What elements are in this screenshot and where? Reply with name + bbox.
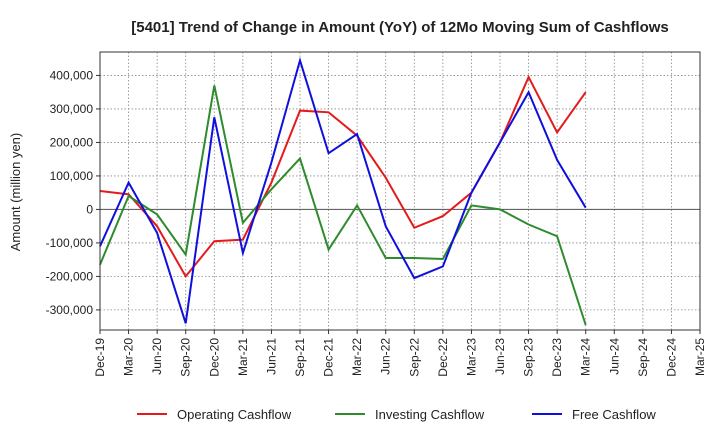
x-tick-label: Mar-20 — [122, 338, 136, 376]
y-tick-label: -100,000 — [46, 236, 94, 250]
free-cashflow-legend-label: Free Cashflow — [572, 407, 656, 422]
y-tick-label: 200,000 — [50, 135, 94, 149]
x-tick-label: Jun-22 — [379, 338, 393, 375]
x-tick-label: Dec-20 — [207, 338, 221, 377]
free-cashflow-line — [99, 56, 587, 324]
x-tick-label: Mar-24 — [579, 338, 593, 376]
x-tick-label: Dec-19 — [93, 338, 107, 377]
x-tick-label: Sep-23 — [522, 338, 536, 377]
grid-lines — [99, 52, 701, 330]
legend: Operating Cashflow Investing Cashflow Free… — [137, 407, 656, 422]
investing-cashflow-line — [99, 85, 587, 326]
operating-cashflow-legend-label: Operating Cashflow — [177, 407, 292, 422]
x-tick-label: Jun-23 — [493, 338, 507, 375]
x-tick-label: Mar-23 — [464, 338, 478, 376]
x-axis-ticks: Dec-19 Mar-20 Jun-20 Sep-20 Dec-20 Mar-21 Jun-… — [93, 330, 707, 377]
y-tick-label: 100,000 — [50, 169, 94, 183]
x-tick-label: Dec-23 — [550, 338, 564, 377]
plot-frame — [99, 51, 701, 331]
chart-title: [5401] Trend of Change in Amount (YoY) o… — [131, 19, 669, 36]
y-axis-ticks: -300,000 -200,000 -100,000 0 100,000 200,000 3… — [46, 68, 100, 317]
y-tick-label: 300,000 — [50, 102, 94, 116]
x-tick-label: Jun-20 — [150, 338, 164, 375]
series-lines — [99, 56, 587, 326]
y-tick-label: 400,000 — [50, 68, 94, 82]
y-axis-label: Amount (million yen) — [8, 133, 23, 252]
operating-cashflow-line — [99, 74, 587, 279]
x-tick-label: Sep-24 — [636, 338, 650, 377]
x-tick-label: Jun-21 — [264, 338, 278, 375]
x-tick-label: Mar-25 — [693, 338, 707, 376]
x-tick-label: Dec-22 — [436, 338, 450, 377]
x-tick-label: Dec-21 — [322, 338, 336, 377]
y-tick-label: -300,000 — [46, 303, 94, 317]
x-tick-label: Mar-21 — [236, 338, 250, 376]
x-tick-label: Sep-21 — [293, 338, 307, 377]
x-tick-label: Jun-24 — [607, 338, 621, 375]
y-tick-label: -200,000 — [46, 269, 94, 283]
x-tick-label: Dec-24 — [664, 338, 678, 377]
investing-cashflow-legend-label: Investing Cashflow — [375, 407, 485, 422]
x-tick-label: Sep-20 — [179, 338, 193, 377]
y-tick-label: 0 — [86, 202, 93, 216]
x-tick-label: Mar-22 — [350, 338, 364, 376]
x-tick-label: Sep-22 — [407, 338, 421, 377]
